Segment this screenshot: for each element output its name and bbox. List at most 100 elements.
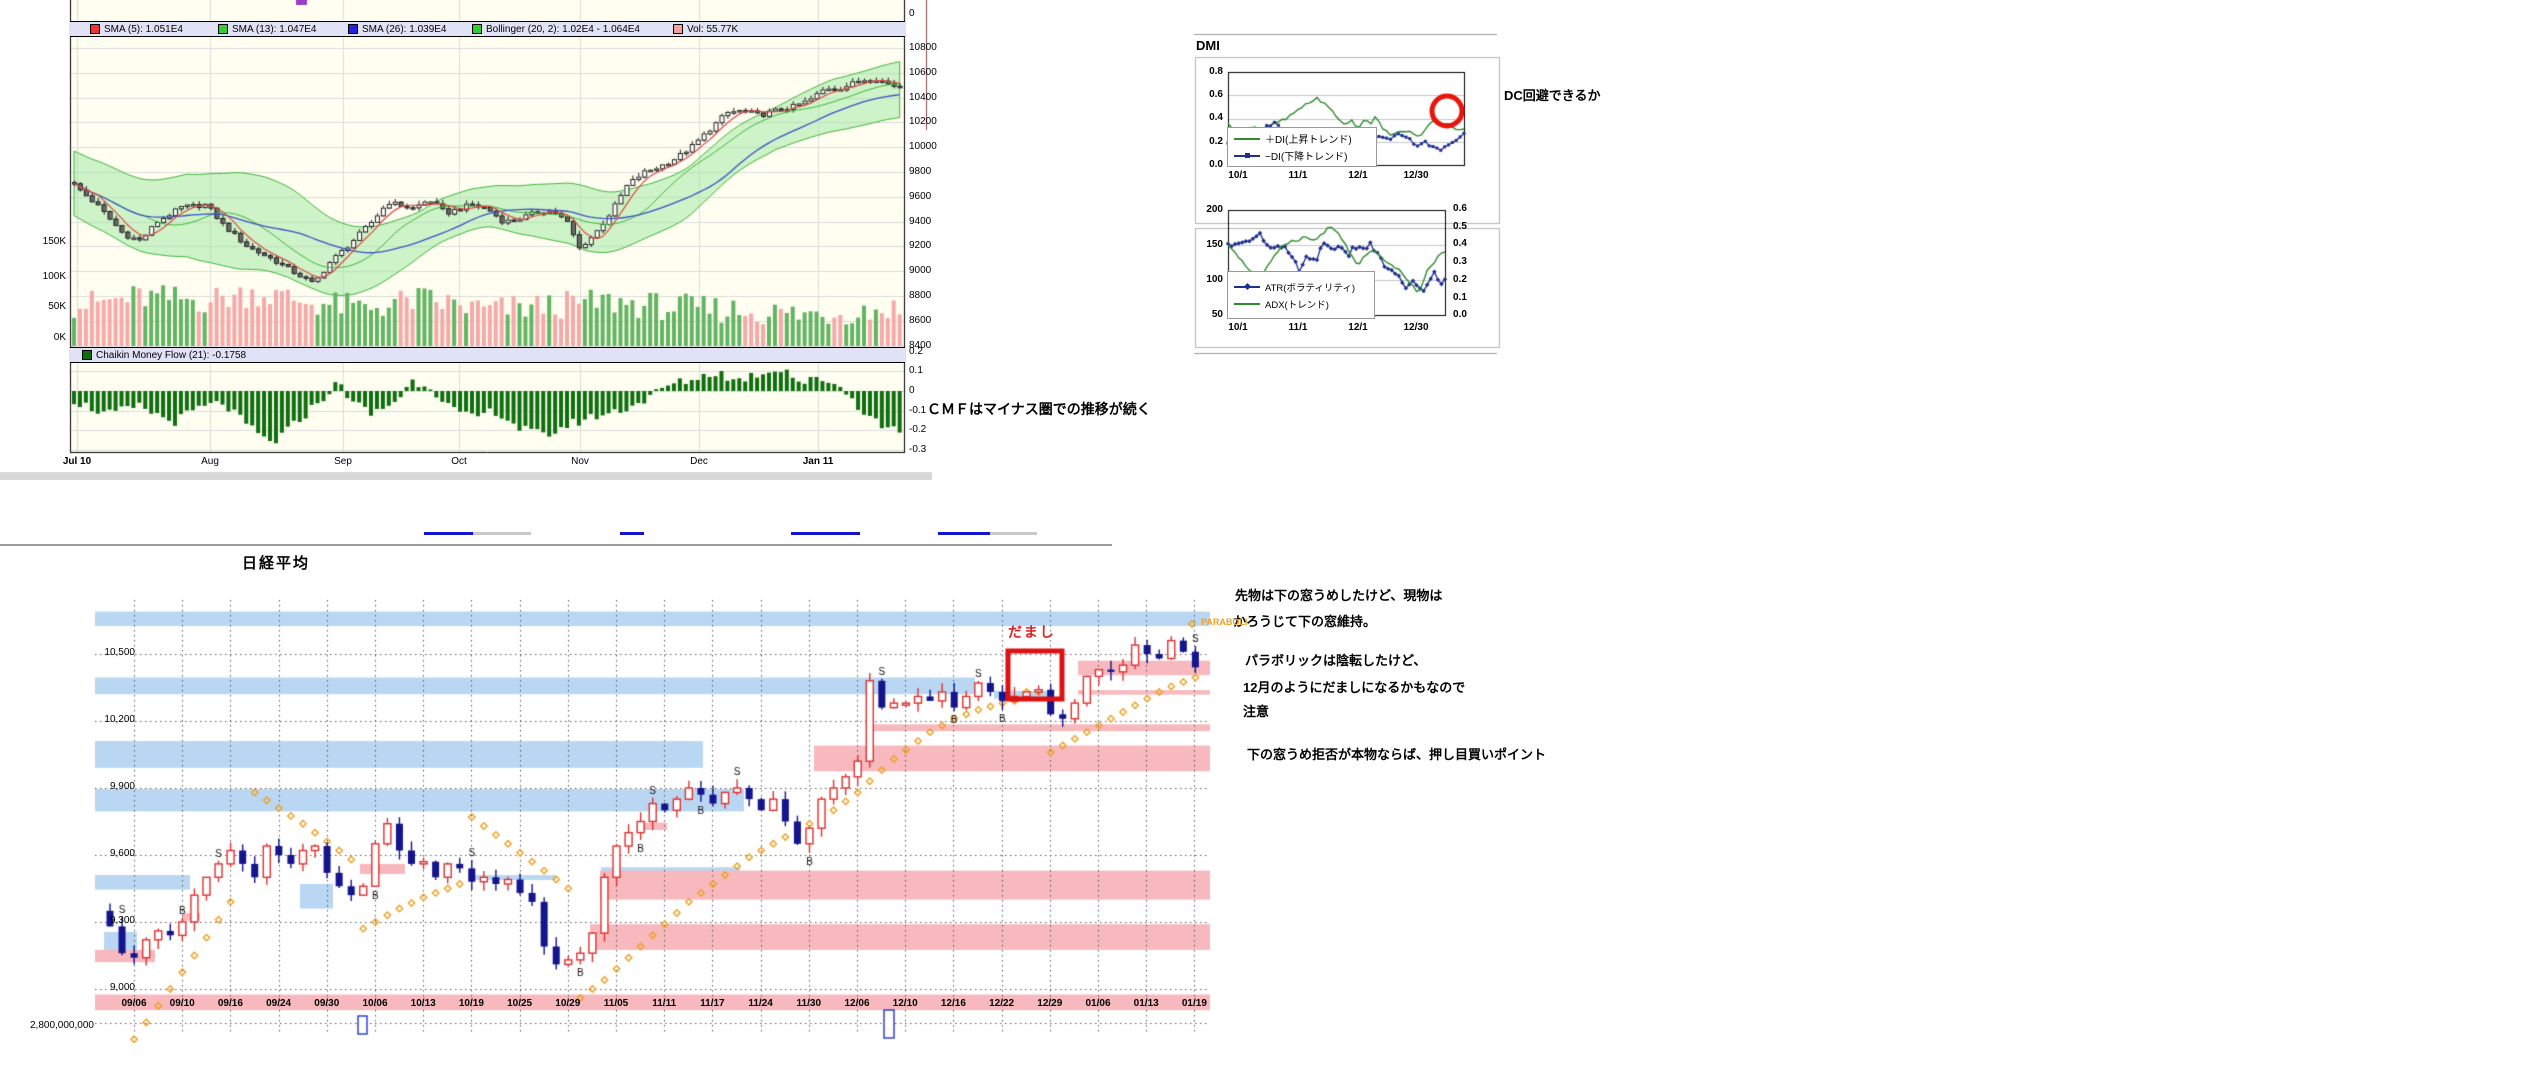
nikkei-y-tick: 9,600 [109, 847, 135, 859]
legend-item: Bollinger (20, 2): 1.02E4 - 1.064E4 [472, 23, 640, 35]
link-underline[interactable] [938, 532, 990, 535]
minus-di-line-icon [1234, 152, 1260, 158]
nikkei-y-tick: 9,300 [109, 914, 135, 926]
legend-swatch-icon [90, 24, 100, 34]
cmf-note: ＣＭＦはマイナス圏での推移が続く [927, 401, 1151, 417]
price-tick-label: 10400 [909, 91, 937, 103]
link-underline[interactable] [473, 532, 531, 535]
price-tick-label: 9200 [909, 240, 932, 252]
volume-tick-label: 50K [48, 301, 66, 312]
note-buy-point: 下の窓うめ拒否が本物ならば、押し目買いポイント [1247, 747, 1547, 762]
atr-right-tick: 0.2 [1453, 273, 1467, 285]
legend-item: SMA (5): 1.051E4 [90, 23, 183, 35]
dmi-x-tick: 12/1 [1348, 170, 1368, 181]
month-label: Aug [201, 456, 219, 467]
nikkei-chart-canvas [80, 565, 1225, 1043]
legend-item: Vol: 55.77K [673, 23, 738, 35]
nikkei-date-tick: 12/29 [1037, 998, 1063, 1009]
link-underline[interactable] [620, 532, 644, 535]
nikkei-date-tick: 01/06 [1085, 998, 1111, 1009]
link-underline[interactable] [791, 532, 860, 535]
legend-swatch-icon [218, 24, 228, 34]
atr-left-tick: 200 [1206, 204, 1223, 215]
dmi-y-tick: 0.6 [1209, 89, 1223, 100]
legend-label: Vol: 55.77K [687, 23, 739, 35]
legend-swatch-icon [472, 24, 482, 34]
nikkei-date-tick: 09/16 [217, 998, 243, 1009]
nikkei-date-tick: 11/05 [603, 998, 629, 1009]
atr-legend-label: ATR(ボラティリティ) [1265, 282, 1355, 294]
legend-label: SMA (13): 1.047E4 [232, 23, 317, 35]
nikkei-y-tick: 9,900 [109, 780, 135, 792]
note-parabolic-2: 12月のようにだましになるかもなので [1243, 680, 1466, 695]
dmi-y-tick: 0.4 [1209, 112, 1223, 123]
cmf-tick-label: -0.2 [909, 424, 927, 435]
adx-line-icon [1234, 302, 1260, 305]
atr-x-tick: 11/1 [1288, 322, 1308, 333]
cmf-tick-label: 0.2 [909, 346, 923, 357]
nikkei-date-tick: 09/24 [266, 998, 292, 1009]
legend-label: Bollinger (20, 2): 1.02E4 - 1.064E4 [486, 23, 640, 35]
nikkei-date-tick: 09/10 [169, 998, 195, 1009]
link-underline[interactable] [990, 532, 1037, 535]
legend-label: SMA (5): 1.051E4 [104, 23, 183, 35]
price-tick-label: 8400 [909, 339, 932, 351]
atr-right-tick: 0.0 [1453, 309, 1467, 321]
plus-di-line-icon [1234, 137, 1260, 140]
cmf-tick-label: -0.3 [909, 444, 927, 455]
dmi-y-tick: 0.2 [1209, 136, 1223, 147]
dmi-x-tick: 12/30 [1403, 170, 1429, 181]
atr-legend: ATR(ボラティリティ) ADX(トレンド) [1227, 271, 1375, 319]
month-label: Oct [451, 456, 467, 467]
note-caution: 注意 [1243, 704, 1270, 719]
dmi-x-tick: 11/1 [1288, 170, 1308, 181]
note-parabolic-1: パラボリックは陰転したけど、 [1245, 653, 1427, 668]
nikkei-y-tick: 10,200 [104, 713, 135, 725]
atr-right-tick: 0.4 [1453, 238, 1467, 250]
cmf-tick-label: 0 [909, 385, 915, 396]
nikkei-date-tick: 12/22 [989, 998, 1015, 1009]
legend-item: Chaikin Money Flow (21): -0.1758 [82, 349, 246, 361]
adx-legend-row: ADX(トレンド) [1234, 295, 1374, 312]
price-tick-label: 8600 [909, 314, 932, 326]
cmf-legend-bar: Chaikin Money Flow (21): -0.1758 [70, 347, 905, 363]
price-tick-label: 10000 [909, 141, 937, 153]
nikkei-y-tick: 10,500 [104, 647, 135, 658]
dmi-y-tick: 0.0 [1209, 159, 1223, 170]
atr-line-icon [1234, 282, 1260, 290]
atr-legend-row: ATR(ボラティリティ) [1234, 278, 1374, 295]
volume-tick-label: 150K [42, 236, 66, 247]
nikkei-date-tick: 12/10 [892, 998, 918, 1009]
nikkei-date-tick: 12/06 [844, 998, 870, 1009]
legend-label: SMA (26): 1.039E4 [362, 23, 447, 35]
volume-tick-label: 100K [42, 271, 66, 282]
damashi-label: だまし [1008, 624, 1056, 640]
price-tick-label: 9400 [909, 215, 932, 227]
price-tick-label: 10600 [909, 66, 937, 78]
nikkei-date-tick: 01/19 [1181, 998, 1207, 1009]
month-label: Jul 10 [62, 456, 92, 467]
price-chart-canvas [0, 0, 940, 480]
dmi-y-tick: 0.8 [1209, 66, 1223, 77]
nikkei-y-tick: 9,000 [109, 981, 135, 993]
dmi-legend-plus-row: ＋DI(上昇トレンド) [1234, 130, 1376, 147]
link-underline[interactable] [424, 532, 473, 535]
note-futures-1: 先物は下の窓うめしたけど、現物は [1235, 588, 1443, 603]
legend-label: Chaikin Money Flow (21): -0.1758 [96, 349, 247, 361]
nikkei-date-tick: 10/06 [362, 998, 388, 1009]
parabolic-legend-label: PARABOLI [1201, 617, 1248, 627]
nikkei-date-tick: 09/06 [121, 998, 147, 1009]
nikkei-date-tick: 11/17 [700, 998, 725, 1009]
nikkei-date-tick: 11/24 [748, 998, 773, 1009]
legend-item: SMA (13): 1.047E4 [218, 23, 317, 35]
legend-swatch-icon [82, 350, 92, 360]
atr-x-tick: 10/1 [1228, 322, 1248, 333]
atr-x-tick: 12/1 [1348, 322, 1368, 333]
price-tick-label: 10800 [909, 42, 937, 53]
atr-left-tick: 50 [1211, 309, 1223, 320]
nikkei-date-tick: 09/30 [314, 998, 340, 1009]
month-label: Nov [571, 456, 589, 467]
nikkei-date-tick: 10/29 [555, 998, 581, 1009]
dmi-legend: ＋DI(上昇トレンド) −DI(下降トレンド) [1227, 127, 1377, 167]
